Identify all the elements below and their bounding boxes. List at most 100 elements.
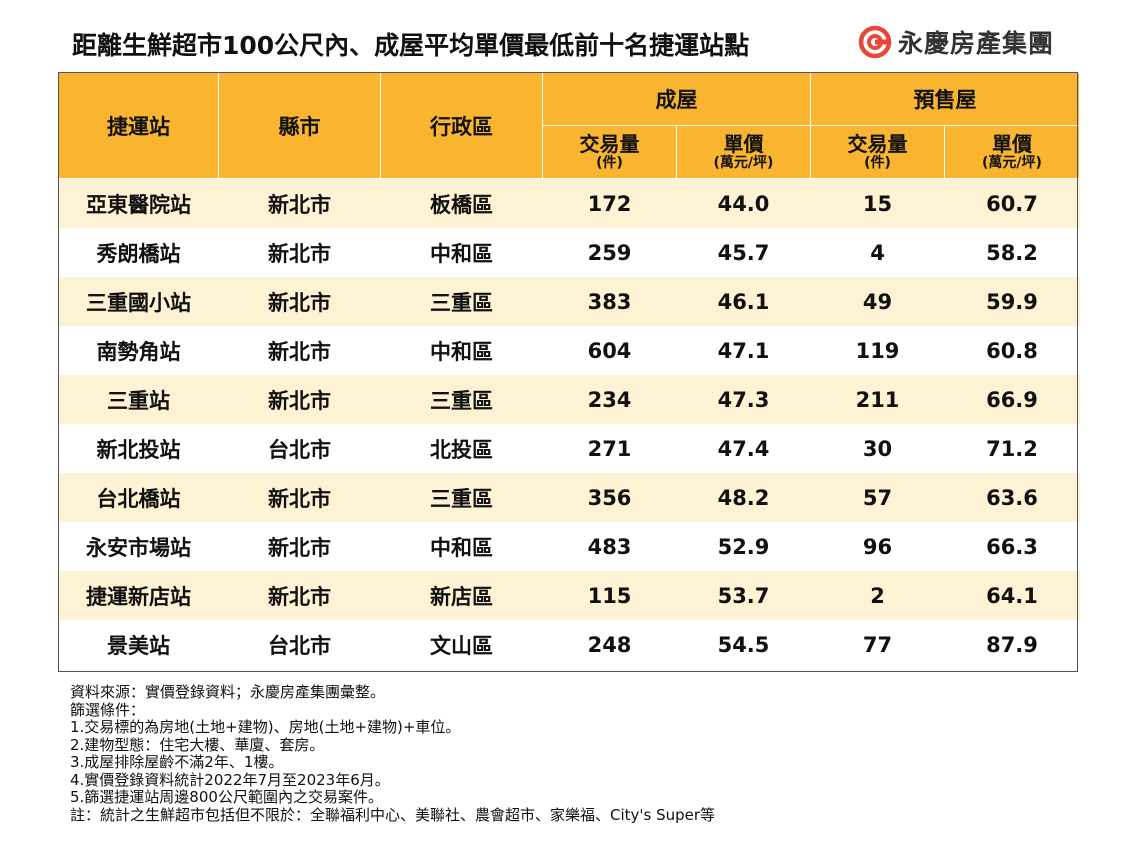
table-row: 新北投站 台北市 北投區 271 47.4 30 71.2 bbox=[58, 424, 1080, 473]
cell-station: 亞東醫院站 bbox=[58, 178, 219, 228]
column-header-existing-price: 單價 (萬元/坪) bbox=[676, 125, 811, 179]
cell-station: 台北橋站 bbox=[58, 473, 219, 522]
footnotes: 資料來源：實價登錄資料；永慶房產集團彙整。 篩選條件： 1.交易標的為房地(土地… bbox=[70, 683, 716, 824]
cell-district: 新店區 bbox=[380, 571, 543, 620]
group-header-existing-home: 成屋 bbox=[542, 72, 811, 126]
table-row: 秀朗橋站 新北市 中和區 259 45.7 4 58.2 bbox=[58, 228, 1080, 277]
cell-existing-price: 45.7 bbox=[676, 228, 811, 277]
cell-city: 新北市 bbox=[218, 522, 381, 571]
cell-existing-volume: 383 bbox=[542, 277, 677, 326]
cell-existing-price: 53.7 bbox=[676, 571, 811, 620]
cell-station: 秀朗橋站 bbox=[58, 228, 219, 277]
cell-presale-volume: 119 bbox=[810, 326, 945, 375]
cell-city: 新北市 bbox=[218, 571, 381, 620]
cell-city: 新北市 bbox=[218, 375, 381, 424]
cell-presale-volume: 77 bbox=[810, 620, 945, 669]
cell-existing-volume: 234 bbox=[542, 375, 677, 424]
cell-station: 三重國小站 bbox=[58, 277, 219, 326]
cell-city: 新北市 bbox=[218, 326, 381, 375]
cell-district: 三重區 bbox=[380, 473, 543, 522]
cell-district: 北投區 bbox=[380, 424, 543, 473]
cell-presale-volume: 57 bbox=[810, 473, 945, 522]
cell-presale-volume: 15 bbox=[810, 178, 945, 228]
note-criteria-2: 2.建物型態：住宅大樓、華廈、套房。 bbox=[70, 735, 325, 754]
column-header-presale-volume: 交易量 (件) bbox=[810, 125, 945, 179]
cell-presale-volume: 96 bbox=[810, 522, 945, 571]
column-header-district: 行政區 bbox=[380, 72, 543, 179]
table-row: 三重國小站 新北市 三重區 383 46.1 49 59.9 bbox=[58, 277, 1080, 326]
table-row: 三重站 新北市 三重區 234 47.3 211 66.9 bbox=[58, 375, 1080, 424]
cell-station: 捷運新店站 bbox=[58, 571, 219, 620]
note-criteria-4: 4.實價登錄資料統計2022年7月至2023年6月。 bbox=[70, 770, 390, 789]
cell-city: 新北市 bbox=[218, 228, 381, 277]
cell-presale-price: 87.9 bbox=[944, 620, 1080, 669]
yungching-logo-icon bbox=[858, 25, 892, 59]
header-unit: (件) bbox=[596, 155, 623, 171]
cell-existing-price: 46.1 bbox=[676, 277, 811, 326]
cell-city: 新北市 bbox=[218, 473, 381, 522]
cell-district: 板橋區 bbox=[380, 178, 543, 228]
cell-district: 中和區 bbox=[380, 522, 543, 571]
note-criteria-5: 5.篩選捷運站周邊800公尺範圍內之交易案件。 bbox=[70, 788, 383, 806]
cell-presale-price: 63.6 bbox=[944, 473, 1080, 522]
brand-logo: 永慶房產集團 bbox=[858, 24, 1054, 60]
cell-presale-price: 71.2 bbox=[944, 424, 1080, 473]
group-header-presale: 預售屋 bbox=[810, 72, 1080, 126]
note-criteria-1: 1.交易標的為房地(土地+建物)、房地(土地+建物)+車位。 bbox=[70, 718, 461, 736]
header-label: 交易量 bbox=[579, 132, 640, 156]
cell-station: 景美站 bbox=[58, 620, 219, 669]
cell-presale-price: 59.9 bbox=[944, 277, 1080, 326]
note-criteria-3: 3.成屋排除屋齡不滿2年、1樓。 bbox=[70, 753, 284, 771]
table-body: 亞東醫院站 新北市 板橋區 172 44.0 15 60.7 秀朗橋站 新北市 中和區 259 45.… bbox=[58, 178, 1080, 669]
cell-presale-volume: 4 bbox=[810, 228, 945, 277]
header-label: 單價 bbox=[723, 132, 764, 156]
cell-presale-price: 64.1 bbox=[944, 571, 1080, 620]
table-row: 永安市場站 新北市 中和區 483 52.9 96 66.3 bbox=[58, 522, 1080, 571]
table-row: 亞東醫院站 新北市 板橋區 172 44.0 15 60.7 bbox=[58, 178, 1080, 228]
note-criteria-heading: 篩選條件： bbox=[70, 700, 146, 719]
logo-text: 永慶房產集團 bbox=[898, 29, 1055, 58]
cell-existing-volume: 115 bbox=[542, 571, 677, 620]
cell-city: 新北市 bbox=[218, 277, 381, 326]
column-header-existing-volume: 交易量 (件) bbox=[542, 125, 677, 179]
cell-district: 中和區 bbox=[380, 326, 543, 375]
cell-presale-volume: 211 bbox=[810, 375, 945, 424]
cell-existing-price: 47.1 bbox=[676, 326, 811, 375]
note-source: 資料來源：實價登錄資料；永慶房產集團彙整。 bbox=[70, 683, 386, 701]
cell-presale-volume: 49 bbox=[810, 277, 945, 326]
cell-district: 三重區 bbox=[380, 375, 543, 424]
header-label: 交易量 bbox=[847, 132, 908, 156]
table-row: 台北橋站 新北市 三重區 356 48.2 57 63.6 bbox=[58, 473, 1080, 522]
cell-city: 台北市 bbox=[218, 620, 381, 669]
table-row: 捷運新店站 新北市 新店區 115 53.7 2 64.1 bbox=[58, 571, 1080, 620]
cell-district: 文山區 bbox=[380, 620, 543, 669]
cell-existing-volume: 483 bbox=[542, 522, 677, 571]
cell-existing-volume: 259 bbox=[542, 228, 677, 277]
page-title: 距離生鮮超市100公尺內、成屋平均單價最低前十名捷運站點 bbox=[72, 31, 750, 60]
note-supermarkets: 註：統計之生鮮超市包括但不限於：全聯福利中心、美聯社、農會超市、家樂福、City… bbox=[70, 805, 716, 824]
header-unit: (件) bbox=[864, 155, 891, 171]
cell-station: 南勢角站 bbox=[58, 326, 219, 375]
cell-existing-volume: 356 bbox=[542, 473, 677, 522]
cell-station: 永安市場站 bbox=[58, 522, 219, 571]
cell-district: 中和區 bbox=[380, 228, 543, 277]
cell-existing-volume: 248 bbox=[542, 620, 677, 669]
cell-city: 新北市 bbox=[218, 178, 381, 228]
cell-city: 台北市 bbox=[218, 424, 381, 473]
cell-presale-price: 60.7 bbox=[944, 178, 1080, 228]
cell-existing-price: 48.2 bbox=[676, 473, 811, 522]
cell-existing-volume: 604 bbox=[542, 326, 677, 375]
cell-station: 三重站 bbox=[58, 375, 219, 424]
cell-existing-price: 44.0 bbox=[676, 178, 811, 228]
header-unit: (萬元/坪) bbox=[982, 155, 1042, 171]
cell-existing-price: 52.9 bbox=[676, 522, 811, 571]
data-table: 捷運站 縣市 行政區 成屋 預售屋 交易量 (件) 單價 (萬元/坪) 交易量 (件)… bbox=[58, 72, 1080, 669]
cell-existing-volume: 172 bbox=[542, 178, 677, 228]
cell-presale-volume: 30 bbox=[810, 424, 945, 473]
column-header-presale-price: 單價 (萬元/坪) bbox=[944, 125, 1080, 179]
cell-presale-price: 58.2 bbox=[944, 228, 1080, 277]
column-header-station: 捷運站 bbox=[58, 72, 219, 179]
cell-presale-price: 66.3 bbox=[944, 522, 1080, 571]
column-header-city: 縣市 bbox=[218, 72, 381, 179]
cell-station: 新北投站 bbox=[58, 424, 219, 473]
